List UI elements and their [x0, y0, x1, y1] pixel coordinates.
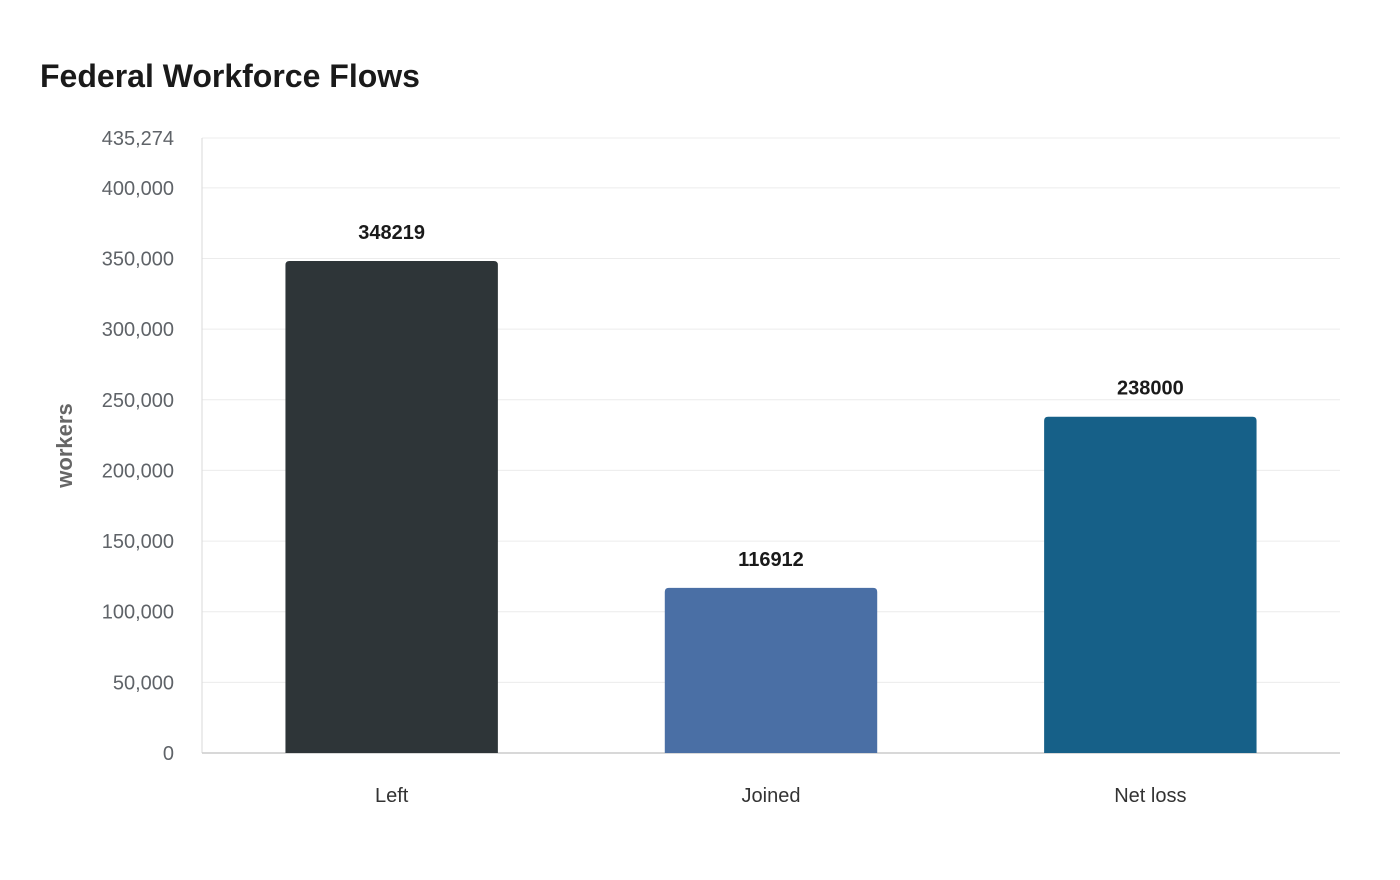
bar-joined — [664, 587, 878, 753]
y-tick-label: 300,000 — [102, 319, 174, 341]
data-labels: 348219 116912 238000 — [358, 222, 1183, 571]
x-category-label: Joined — [742, 785, 801, 807]
chart-title: Federal Workforce Flows — [40, 58, 420, 94]
y-tick-label: 200,000 — [102, 460, 174, 482]
data-label: 116912 — [738, 549, 804, 571]
y-axis-title: workers — [52, 403, 77, 488]
data-label: 238000 — [1117, 378, 1184, 400]
bar-left — [285, 261, 498, 753]
category-labels: Left Joined Net loss — [375, 785, 1186, 807]
bar-net-loss — [1044, 416, 1257, 753]
data-label: 348219 — [358, 222, 425, 244]
y-tick-label: 50,000 — [113, 672, 174, 694]
y-tick-label: 400,000 — [102, 178, 174, 200]
y-tick-label: 0 — [163, 743, 174, 765]
bars — [285, 261, 1257, 753]
y-tick-label: 350,000 — [102, 248, 174, 270]
y-tick-labels: 0 50,000 100,000 150,000 200,000 250,000 300,0… — [102, 128, 174, 765]
x-category-label: Left — [375, 785, 409, 807]
y-tick-label: 250,000 — [102, 390, 174, 412]
x-category-label: Net loss — [1114, 785, 1186, 807]
y-tick-label: 100,000 — [102, 602, 174, 624]
y-tick-label: 435,274 — [102, 128, 174, 150]
y-tick-label: 150,000 — [102, 531, 174, 553]
